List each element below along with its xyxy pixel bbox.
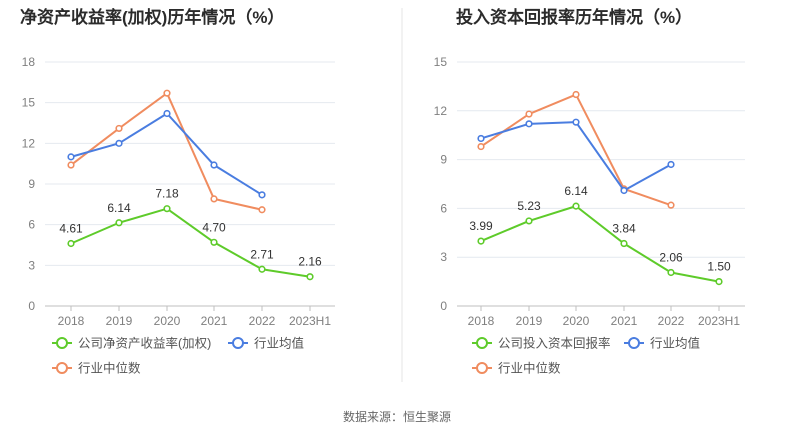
legend-label: 行业中位数 (78, 361, 141, 376)
y-tick-label: 18 (22, 55, 36, 69)
y-tick-label: 12 (434, 104, 448, 118)
legend-label: 行业均值 (650, 336, 700, 351)
data-source: 数据来源：恒生聚源 (343, 409, 451, 424)
series-line-industry_avg (70, 112, 263, 196)
data-point-industry_avg (525, 120, 533, 128)
data-point-industry_median (115, 124, 123, 133)
data-label: 6.14 (107, 201, 131, 215)
data-point-company (306, 273, 314, 281)
data-point-company (667, 268, 675, 277)
legend-label: 公司投入资本回报率 (498, 336, 611, 351)
legend-marker (476, 337, 488, 349)
y-tick-label: 3 (440, 250, 447, 264)
x-tick-label: 2020 (563, 314, 590, 328)
legend-item-company[interactable]: 公司投入资本回报率 (472, 336, 611, 351)
chart-title: 净资产收益率(加权)历年情况（%） (20, 7, 284, 27)
data-label: 1.50 (707, 260, 731, 274)
x-tick-label: 2023H1 (698, 314, 740, 328)
data-point-industry_avg (163, 109, 171, 118)
data-label: 5.23 (517, 199, 541, 213)
y-tick-label: 0 (440, 299, 447, 313)
data-point-industry_median (67, 161, 75, 169)
legend-item-industry_median[interactable]: 行业中位数 (52, 361, 141, 376)
y-tick-label: 6 (28, 218, 35, 232)
legend-label: 行业均值 (254, 336, 304, 351)
data-point-industry_median (258, 206, 266, 214)
data-label: 4.61 (59, 222, 83, 236)
data-point-industry_avg (210, 161, 218, 169)
legend-label: 公司净资产收益率(加权) (78, 336, 211, 351)
data-label: 3.84 (612, 222, 636, 236)
data-point-industry_median (525, 110, 533, 118)
data-point-company (258, 265, 266, 273)
data-label: 2.06 (659, 250, 683, 264)
legend-marker (56, 337, 68, 349)
data-point-industry_avg (258, 191, 266, 199)
data-point-industry_avg (620, 186, 628, 195)
data-point-industry_median (572, 90, 580, 99)
y-tick-label: 15 (434, 55, 448, 69)
legend-item-company[interactable]: 公司净资产收益率(加权) (52, 336, 211, 351)
data-point-industry_avg (67, 153, 75, 161)
data-point-industry_median (667, 201, 675, 209)
y-tick-label: 3 (28, 258, 35, 272)
series-line-company (70, 207, 311, 278)
data-point-company (210, 238, 218, 246)
y-tick-label: 12 (22, 136, 36, 150)
x-tick-label: 2019 (516, 314, 543, 328)
data-point-industry_median (210, 195, 218, 203)
data-point-company (572, 202, 580, 210)
data-label: 7.18 (155, 187, 179, 201)
legend-marker (476, 362, 488, 374)
x-tick-label: 2019 (106, 314, 133, 328)
data-point-industry_avg (477, 134, 485, 143)
roic-chart: 投入资本回报率历年情况（%） 0 3 6 9 12 15 2018 2019 2020 2021 20… (434, 7, 745, 376)
x-tick-label: 2018 (468, 314, 495, 328)
legend-label: 行业中位数 (498, 361, 561, 376)
y-tick-label: 6 (440, 201, 447, 215)
x-tick-label: 2023H1 (289, 314, 331, 328)
data-point-company (163, 205, 171, 213)
data-point-company (115, 219, 123, 227)
y-tick-label: 0 (28, 299, 35, 313)
legend-marker (56, 362, 68, 374)
data-point-industry_avg (572, 118, 580, 126)
legend-item-industry_median[interactable]: 行业中位数 (472, 361, 561, 376)
data-point-company (477, 237, 485, 245)
chart-title: 投入资本回报率历年情况（%） (456, 7, 692, 27)
x-tick-label: 2022 (658, 314, 685, 328)
y-tick-label: 9 (440, 153, 447, 167)
data-point-company (67, 239, 75, 248)
legend-marker (628, 337, 640, 349)
data-label: 2.16 (298, 255, 322, 269)
roe-chart: 净资产收益率(加权)历年情况（%） 0 3 6 9 12 15 18 2018 2019 2020 2… (20, 7, 335, 376)
data-point-company (620, 239, 628, 248)
data-point-industry_avg (667, 160, 675, 169)
x-tick-label: 2021 (611, 314, 638, 328)
data-point-industry_avg (115, 139, 123, 147)
series-line-industry_avg (480, 121, 672, 192)
x-tick-label: 2018 (58, 314, 85, 328)
y-tick-label: 9 (28, 177, 35, 191)
legend-item-industry_avg[interactable]: 行业均值 (624, 336, 700, 351)
data-label: 4.70 (202, 220, 226, 234)
data-point-industry_median (477, 142, 485, 151)
series-line-company (480, 205, 720, 283)
x-tick-label: 2022 (249, 314, 276, 328)
x-tick-label: 2020 (154, 314, 181, 328)
data-point-company (715, 278, 723, 286)
data-label: 3.99 (469, 219, 493, 233)
x-tick-label: 2021 (201, 314, 228, 328)
legend-marker (232, 337, 244, 349)
legend-item-industry_avg[interactable]: 行业均值 (228, 336, 304, 351)
y-tick-label: 15 (22, 96, 36, 110)
data-point-industry_median (163, 89, 171, 97)
data-label: 2.71 (250, 247, 274, 261)
data-label: 6.14 (564, 184, 588, 198)
data-point-company (525, 217, 533, 225)
